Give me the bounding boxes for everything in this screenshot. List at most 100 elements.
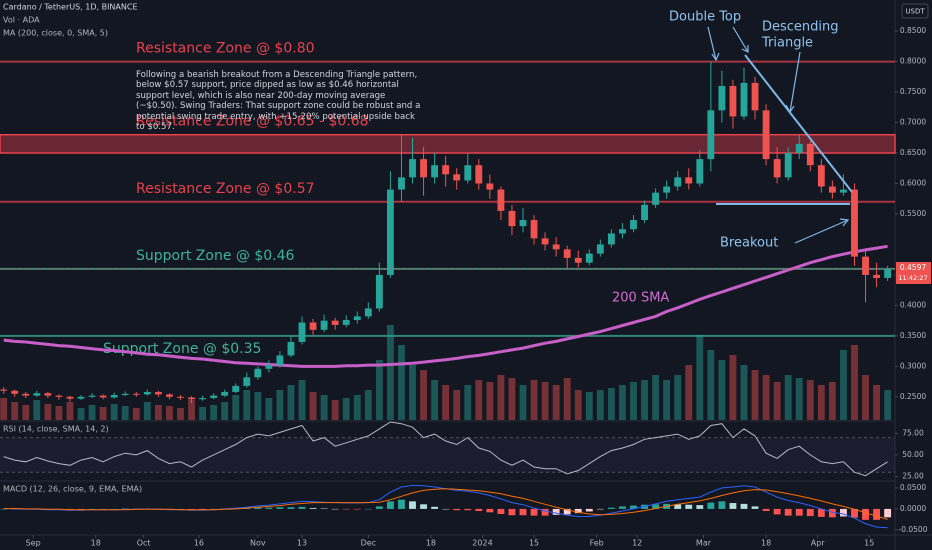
macd-histogram-bar (99, 508, 107, 510)
candle-body (674, 177, 682, 187)
macd-histogram-bar (121, 508, 129, 509)
currency-button[interactable] (901, 3, 929, 19)
volume-bar (398, 345, 405, 420)
plot-layer: Sep 18 Oct 16 Nov 13 Dec 18 2024 15 Feb 12 Mar 18 Apr 1… (0, 26, 928, 548)
volume-bar (331, 400, 339, 420)
candle-body (795, 143, 803, 154)
volume-bar (221, 402, 229, 420)
candle-body (287, 341, 295, 356)
candle-body (475, 165, 483, 184)
volume-bar (508, 378, 516, 420)
x-tick-label: Oct (137, 539, 151, 548)
currency-label[interactable]: USDT (905, 8, 925, 16)
volume-bar (33, 400, 41, 420)
indicator-label: MACD (12, 26, close, 9, EMA, EMA) (3, 485, 142, 494)
volume-bar (0, 398, 8, 420)
signal-line (3, 488, 888, 520)
candle-body (77, 396, 85, 399)
candle-body (364, 308, 372, 317)
arrow (707, 26, 720, 62)
candle-body (110, 395, 118, 398)
symbol-title: Cardano / TetherUS, 1D, BINANCE (3, 3, 138, 12)
candle-body (729, 85, 737, 117)
macd-histogram-bar (88, 508, 96, 510)
candle-body (55, 395, 63, 397)
candle-body (309, 322, 317, 330)
candle-body (828, 186, 836, 193)
macd-histogram-bar (762, 508, 770, 512)
macd-histogram-bar (696, 505, 704, 509)
volume-bar (66, 402, 74, 420)
volume-bar (309, 392, 317, 420)
volume-bar (188, 400, 195, 420)
candle-body (884, 269, 892, 278)
candle-body (630, 220, 637, 230)
candle-body (265, 365, 273, 369)
y-tick-label: 0.7500 (900, 87, 926, 96)
macd-histogram-bar (619, 506, 626, 509)
zone-label: Resistance Zone @ $0.57 (136, 181, 315, 197)
volume-bar (762, 375, 770, 420)
arrow (732, 26, 749, 53)
macd-histogram-bar (420, 504, 427, 509)
macd-histogram-bar (751, 506, 759, 509)
volume-bar (552, 385, 560, 420)
macd-histogram-bar (199, 508, 206, 510)
macd-histogram-bar (254, 507, 262, 509)
macd-histogram-bar (342, 508, 350, 510)
candle-body (243, 377, 251, 386)
volume-bar (696, 335, 704, 420)
candle-body (33, 393, 41, 396)
candle-body (784, 153, 792, 178)
candle-body (652, 192, 660, 205)
candle-body (99, 395, 107, 398)
macd-histogram-bar (486, 508, 494, 513)
candle-body (298, 322, 306, 342)
volume-bar (641, 380, 648, 420)
macd-histogram-bar (0, 508, 8, 510)
y-tick-label: 75.00 (902, 428, 924, 437)
volume-bar (154, 405, 162, 420)
candle-body (22, 393, 30, 396)
volume-bar (806, 380, 814, 420)
macd-histogram-bar (453, 508, 461, 511)
triangle-drawing (716, 54, 853, 205)
volume-bar (409, 365, 416, 420)
volume-bar (884, 390, 892, 420)
y-tick-label: 0.5500 (900, 209, 926, 218)
volume-bar (11, 402, 19, 420)
candle-body (530, 220, 538, 239)
macd-histogram-bar (873, 508, 881, 520)
volume-bar (420, 370, 427, 420)
macd-histogram-bar (773, 508, 781, 515)
candle-body (11, 390, 19, 394)
annotation: Breakout (720, 236, 778, 251)
candle-body (143, 391, 151, 395)
x-tick-label: 15 (529, 539, 539, 548)
candle-body (862, 256, 869, 275)
last-price-box (896, 262, 931, 285)
idea-note: Following a bearish breakout from a Desc… (136, 70, 421, 133)
candle-body (552, 244, 560, 250)
macd-histogram-bar (806, 508, 814, 517)
macd-histogram-bar (77, 508, 85, 510)
macd-histogram-bar (331, 508, 339, 510)
zone-label: Resistance Zone @ $0.65 - $0.68 (136, 114, 369, 130)
candle-body (409, 159, 416, 178)
countdown-label: 11:42:27 (898, 274, 927, 282)
macd-histogram-bar (210, 508, 218, 510)
volume-bar (121, 406, 129, 420)
y-tick-label: 0.0500 (900, 483, 926, 492)
candle-body (165, 394, 173, 397)
volume-bar (519, 385, 527, 420)
macd-histogram-bar (674, 504, 682, 509)
zone-label: Resistance Zone @ $0.80 (136, 41, 315, 57)
volume-bar (530, 380, 538, 420)
volume-bar (110, 404, 118, 420)
x-tick-label: 13 (297, 539, 307, 548)
volume-bar (254, 392, 262, 420)
volume-bar (851, 345, 858, 420)
y-tick-label: 50.00 (902, 450, 924, 459)
macd-histogram-bar (795, 508, 803, 516)
zone-label: Support Zone @ $0.46 (136, 248, 295, 264)
